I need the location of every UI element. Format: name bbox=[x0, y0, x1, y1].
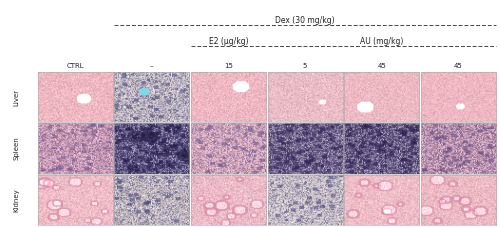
Text: 5: 5 bbox=[303, 63, 308, 69]
Text: AU (mg/kg): AU (mg/kg) bbox=[360, 37, 404, 46]
Text: Dex (30 mg/kg): Dex (30 mg/kg) bbox=[276, 16, 335, 25]
Text: –: – bbox=[150, 63, 154, 69]
Text: 15: 15 bbox=[224, 63, 233, 69]
Text: 45: 45 bbox=[454, 63, 463, 69]
Text: CTRL: CTRL bbox=[66, 63, 84, 69]
Text: Kidney: Kidney bbox=[14, 188, 20, 212]
Text: 45: 45 bbox=[378, 63, 386, 69]
Text: Liver: Liver bbox=[14, 89, 20, 106]
Text: Spleen: Spleen bbox=[14, 137, 20, 160]
Text: E2 (μg/kg): E2 (μg/kg) bbox=[208, 37, 248, 46]
